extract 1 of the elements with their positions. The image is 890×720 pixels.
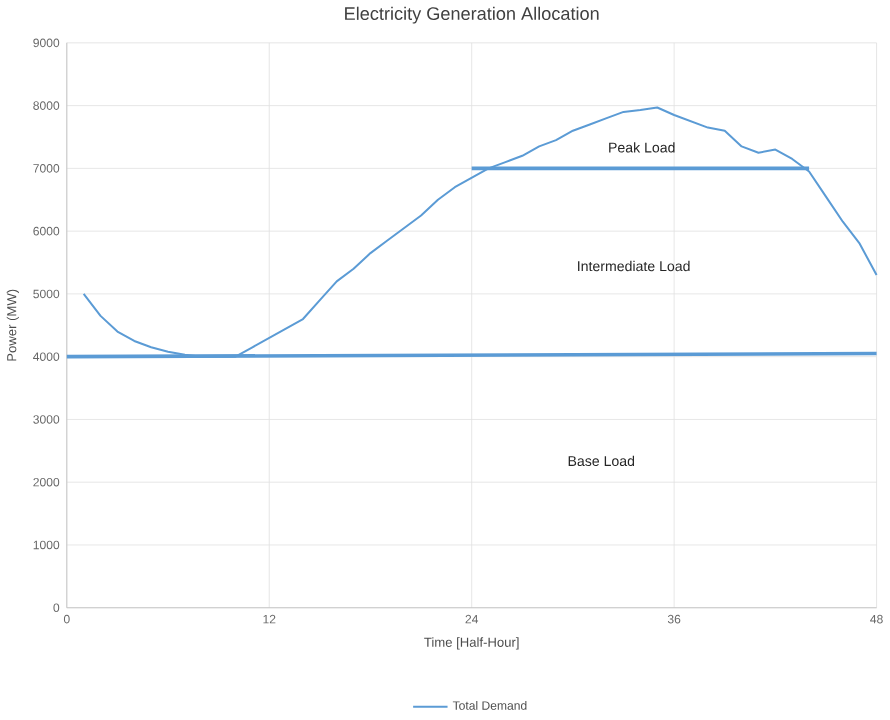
chart-title: Electricity Generation Allocation xyxy=(345,6,599,24)
